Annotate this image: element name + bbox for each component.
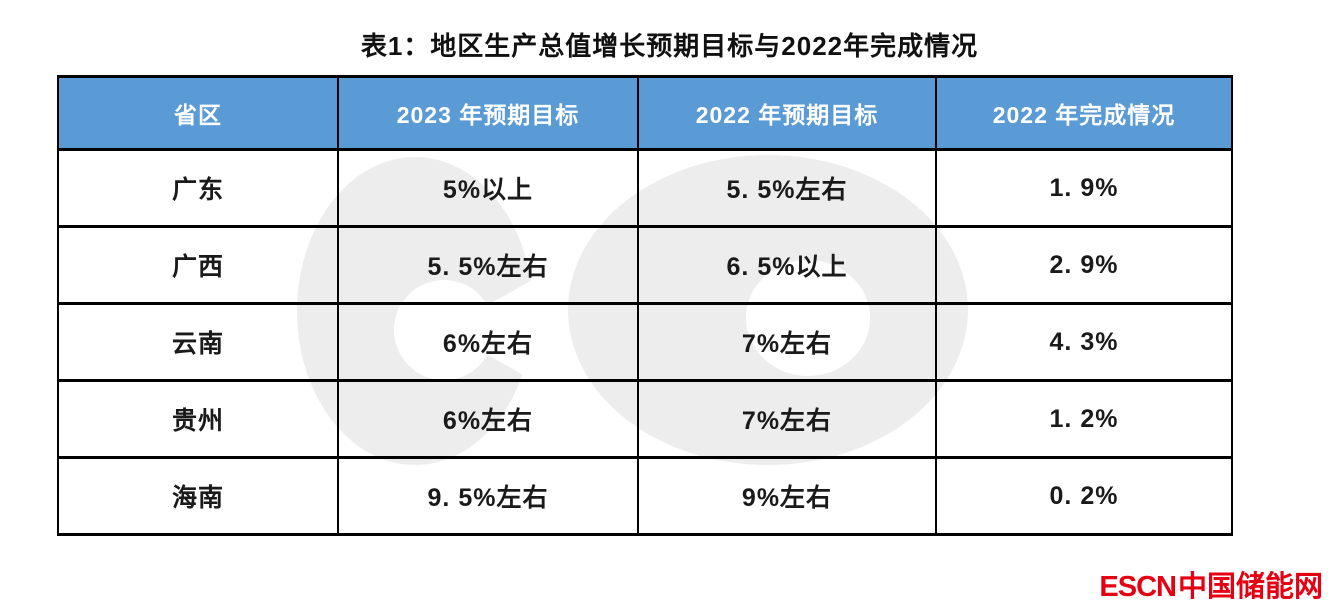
- column-header-target-2023: 2023 年预期目标: [337, 75, 639, 151]
- cell-actual-2022: 0. 2%: [935, 456, 1233, 536]
- table-title: 表1：地区生产总值增长预期目标与2022年完成情况: [360, 31, 979, 61]
- cell-target-2022: 5. 5%左右: [637, 148, 937, 228]
- header-row: 省区 2023 年预期目标 2022 年预期目标 2022 年完成情况: [57, 75, 1233, 151]
- escn-logo-cjk: 中国储能网: [1177, 571, 1323, 603]
- cell-province: 贵州: [57, 379, 339, 459]
- cell-province: 广西: [57, 225, 339, 305]
- cell-target-2023: 5%以上: [337, 148, 639, 228]
- table-row: 广东 5%以上 5. 5%左右 1. 9%: [57, 148, 1233, 228]
- cell-target-2023: 5. 5%左右: [337, 225, 639, 305]
- cell-target-2022: 7%左右: [637, 379, 937, 459]
- column-header-target-2022: 2022 年预期目标: [637, 75, 937, 151]
- cell-actual-2022: 1. 2%: [935, 379, 1233, 459]
- table-row: 云南 6%左右 7%左右 4. 3%: [57, 302, 1233, 382]
- table-row: 广西 5. 5%左右 6. 5%以上 2. 9%: [57, 225, 1233, 305]
- column-header-actual-2022: 2022 年完成情况: [935, 75, 1233, 151]
- escn-logo-latin: ESCN: [1099, 571, 1177, 603]
- column-header-province: 省区: [57, 75, 339, 151]
- cell-target-2022: 6. 5%以上: [637, 225, 937, 305]
- cell-target-2023: 9. 5%左右: [337, 456, 639, 536]
- cell-target-2023: 6%左右: [337, 379, 639, 459]
- cell-target-2022: 9%左右: [637, 456, 937, 536]
- cell-province: 广东: [57, 148, 339, 228]
- table-row: 海南 9. 5%左右 9%左右 0. 2%: [57, 456, 1233, 536]
- gdp-target-table: 省区 2023 年预期目标 2022 年预期目标 2022 年完成情况 广东 5…: [57, 75, 1233, 536]
- cell-target-2023: 6%左右: [337, 302, 639, 382]
- cell-province: 海南: [57, 456, 339, 536]
- table-row: 贵州 6%左右 7%左右 1. 2%: [57, 379, 1233, 459]
- cell-province: 云南: [57, 302, 339, 382]
- cell-actual-2022: 4. 3%: [935, 302, 1233, 382]
- escn-logo: ESCN中国储能网: [1099, 563, 1323, 605]
- cell-target-2022: 7%左右: [637, 302, 937, 382]
- cell-actual-2022: 2. 9%: [935, 225, 1233, 305]
- cell-actual-2022: 1. 9%: [935, 148, 1233, 228]
